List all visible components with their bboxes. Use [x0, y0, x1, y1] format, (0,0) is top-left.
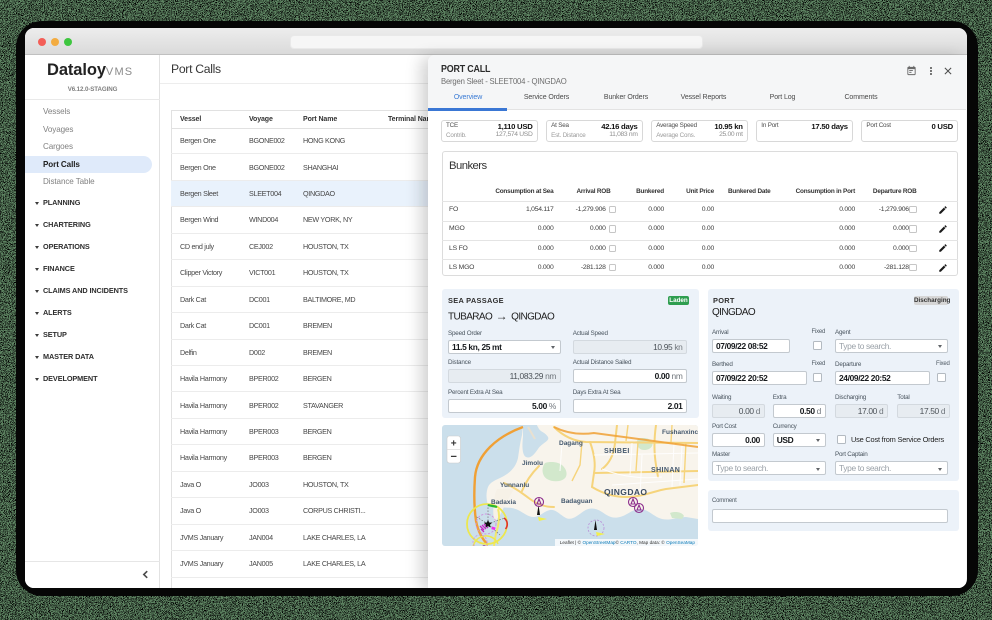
svg-text:SHINAN: SHINAN — [651, 467, 680, 474]
svg-text:Badaxia: Badaxia — [491, 499, 516, 506]
svg-text:−: − — [450, 451, 456, 463]
svg-text:Jimolu: Jimolu — [522, 460, 543, 467]
svg-text:QINGDAO: QINGDAO — [604, 487, 647, 497]
svg-text:SHIBEI: SHIBEI — [604, 448, 630, 455]
svg-text:Yunnanlu: Yunnanlu — [500, 482, 529, 489]
svg-text:Dagang: Dagang — [559, 440, 583, 447]
svg-text:+: + — [451, 439, 457, 450]
svg-text:Fushanxinc: Fushanxinc — [662, 429, 698, 436]
svg-text:Leaflet | © OpenStreetMap© CAR: Leaflet | © OpenStreetMap© CARTO, Map da… — [560, 539, 696, 545]
svg-text:Badaguan: Badaguan — [561, 498, 592, 505]
